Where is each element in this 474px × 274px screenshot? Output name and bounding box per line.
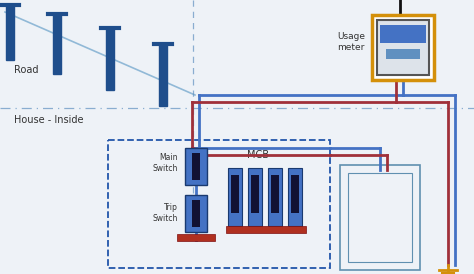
Bar [53,14,61,74]
Bar [377,20,429,75]
Bar [159,44,167,106]
Text: Usage
meter: Usage meter [337,32,365,52]
Bar [268,168,282,226]
Bar [192,200,200,227]
Text: MCB: MCB [247,150,269,160]
Bar [291,175,299,213]
Bar [386,49,420,59]
Text: Road: Road [14,65,38,75]
Bar [348,173,412,262]
Bar [106,28,114,90]
Bar [192,153,200,180]
Bar [380,25,426,43]
Bar [251,175,259,213]
Bar [248,168,262,226]
Bar [226,226,306,233]
Bar [271,175,279,213]
Bar [185,148,207,185]
Bar [108,140,330,268]
Text: House - Inside: House - Inside [14,115,83,125]
Bar [372,15,434,80]
Bar [6,5,14,60]
Text: Main
Switch: Main Switch [153,153,178,173]
Text: Trip
Switch: Trip Switch [153,203,178,223]
Bar [288,168,302,226]
Bar [231,175,239,213]
Bar [177,234,215,241]
Bar [340,165,420,270]
Bar [228,168,242,226]
Bar [185,195,207,232]
